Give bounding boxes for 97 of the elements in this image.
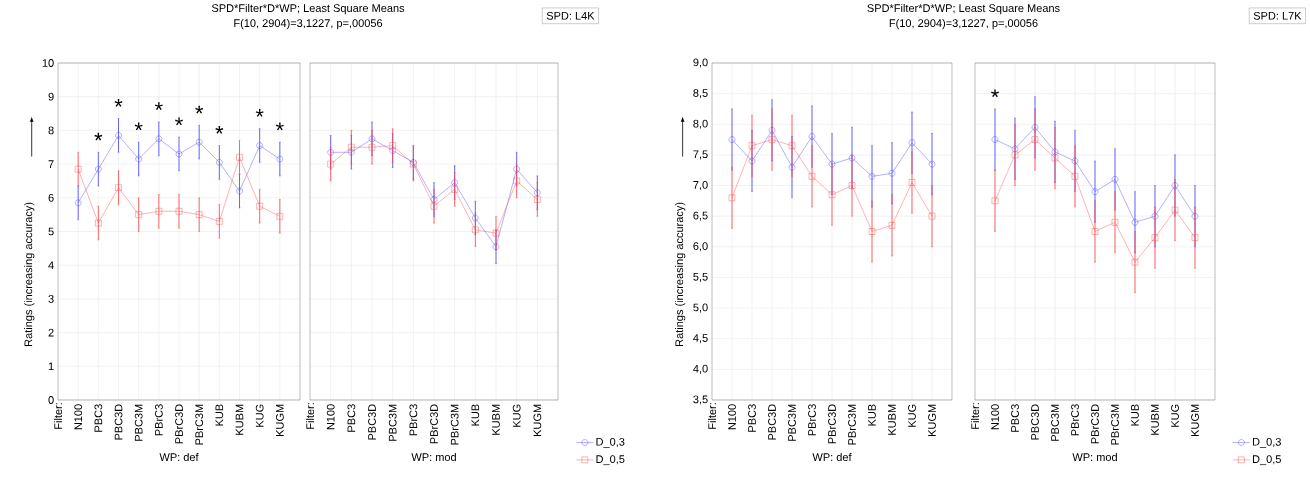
x-tick-label: PBrC3D	[430, 404, 438, 444]
annotation: *	[154, 102, 163, 111]
annotation: *	[991, 89, 999, 98]
x-tick-label: KUG	[1171, 404, 1179, 427]
x-tick-label: PBrC3M	[848, 404, 856, 445]
legend-label: D_0,5	[596, 455, 625, 466]
x-tick-label: KUBM	[492, 404, 500, 435]
x-tick-label: KUG	[255, 404, 264, 427]
text: SPD: L7K	[1253, 11, 1302, 20]
y-tick-label: 7,5	[693, 150, 708, 160]
y-tick-label: 10	[42, 59, 54, 67]
annotation: *	[275, 122, 284, 131]
x-tick-label: PBC3D	[368, 404, 376, 440]
x-tick-label: PBC3D	[1031, 404, 1039, 440]
x-tick-label: PBC3	[94, 404, 103, 432]
x-tick-label: KUGM	[275, 404, 284, 436]
annotation: *	[255, 109, 264, 117]
x-tick-label: PBC3D	[114, 404, 123, 440]
annotation: *	[195, 105, 204, 114]
y-tick-label: 3	[48, 295, 54, 303]
y-tick-label: 9,0	[693, 58, 708, 68]
chart-title: SPD*Filter*D*WP; Least Square Means	[867, 3, 1060, 15]
x-tick-label: PBC3M	[1051, 404, 1059, 441]
y-tick-label: 9	[48, 92, 54, 101]
annotation: *	[215, 125, 224, 134]
x-tick-label: N100	[326, 404, 335, 430]
y-tick-label: 5	[48, 227, 54, 236]
x-tick-label: PBrC3M	[195, 404, 204, 445]
x-tick-label: N100	[74, 404, 83, 430]
x-tick-label: PBrC3D	[175, 404, 183, 444]
x-tick-label: PBrC3	[409, 404, 418, 436]
y-tick-label: 2	[48, 328, 54, 337]
y-axis-title: Ratings (increasing accuracy)	[24, 202, 35, 346]
x-tick-label: KUGM	[928, 404, 936, 436]
y-tick-label: 4,5	[693, 334, 708, 344]
x-tick-label: PBC3	[1011, 404, 1019, 432]
chart-subtitle: F(10, 2904)=3,1227, p=,00056	[234, 18, 383, 30]
x-tick-label: PBC3M	[788, 404, 796, 441]
x-tick-label: KUGM	[1191, 404, 1199, 436]
y-tick-label: 6,5	[693, 211, 708, 221]
x-tick-label: N100	[991, 404, 999, 430]
x-tick-label: PBrC3D	[1091, 404, 1099, 444]
y-tick-label: 8,0	[693, 119, 708, 129]
x-tick-label: KUBM	[888, 404, 896, 435]
x-tick-label: PBrC3D	[828, 404, 836, 444]
text: Filter:	[53, 403, 63, 429]
x-tick-label: KUBM	[235, 404, 244, 435]
x-tick-label: PBC3	[748, 404, 756, 432]
legend-label: D_0,3	[596, 437, 625, 448]
text: Filter:	[970, 403, 980, 429]
text: Filter:	[707, 403, 717, 429]
x-tick-label: KUB	[471, 404, 480, 426]
x-axis-title: WP: mod	[1072, 452, 1117, 462]
y-tick-label: 7,0	[693, 181, 708, 191]
y-tick-label: 6,0	[693, 242, 708, 252]
x-tick-label: KUB	[215, 404, 224, 426]
x-tick-label: KUG	[908, 404, 916, 427]
x-tick-label: KUBM	[1151, 404, 1159, 435]
legend-label: D_0,3	[1252, 437, 1281, 448]
x-tick-label: KUGM	[533, 404, 542, 436]
y-tick-label: 8,5	[693, 89, 708, 99]
x-tick-label: PBrC3	[808, 404, 816, 436]
text: SPD: L4K	[546, 11, 595, 20]
y-tick-label: 5,0	[693, 303, 708, 313]
x-axis-title: WP: def	[159, 452, 199, 462]
y-tick-label: 7	[48, 160, 54, 168]
text: Filter:	[305, 403, 315, 429]
annotation: *	[134, 122, 143, 131]
x-axis-title: WP: mod	[411, 452, 456, 462]
x-tick-label: PBC3M	[134, 404, 143, 441]
x-tick-label: PBrC3	[154, 404, 163, 436]
y-tick-label: 8	[48, 126, 54, 135]
x-tick-label: PBC3M	[388, 404, 397, 441]
x-tick-label: PBC3	[347, 404, 356, 432]
y-tick-label: 1	[48, 362, 54, 371]
x-tick-label: PBC3D	[768, 404, 776, 440]
y-tick-label: 4	[48, 261, 54, 269]
x-axis-title: WP: def	[812, 452, 852, 462]
y-tick-label: 3,5	[693, 395, 708, 405]
x-tick-label: N100	[728, 404, 736, 430]
y-axis-title: Ratings (increasing accuracy)	[675, 202, 686, 346]
y-tick-label: 0	[48, 396, 54, 404]
x-tick-label: PBrC3M	[450, 404, 459, 445]
annotation: *	[114, 98, 123, 107]
y-tick-label: 5,5	[693, 272, 708, 282]
x-tick-label: PBrC3M	[1111, 404, 1119, 445]
annotation: *	[175, 117, 183, 126]
x-tick-label: PBrC3	[1071, 404, 1079, 436]
chart-subtitle: F(10, 2904)=3,1227, p=,00056	[889, 18, 1038, 30]
x-tick-label: KUB	[868, 404, 876, 426]
legend-label: D_0,5	[1252, 455, 1281, 466]
annotation: *	[94, 132, 103, 141]
x-tick-label: KUG	[512, 404, 521, 427]
y-tick-label: 4,0	[693, 364, 708, 374]
x-tick-label: KUB	[1131, 404, 1139, 426]
chart-title: SPD*Filter*D*WP; Least Square Means	[211, 3, 405, 15]
y-tick-label: 6	[48, 193, 54, 202]
